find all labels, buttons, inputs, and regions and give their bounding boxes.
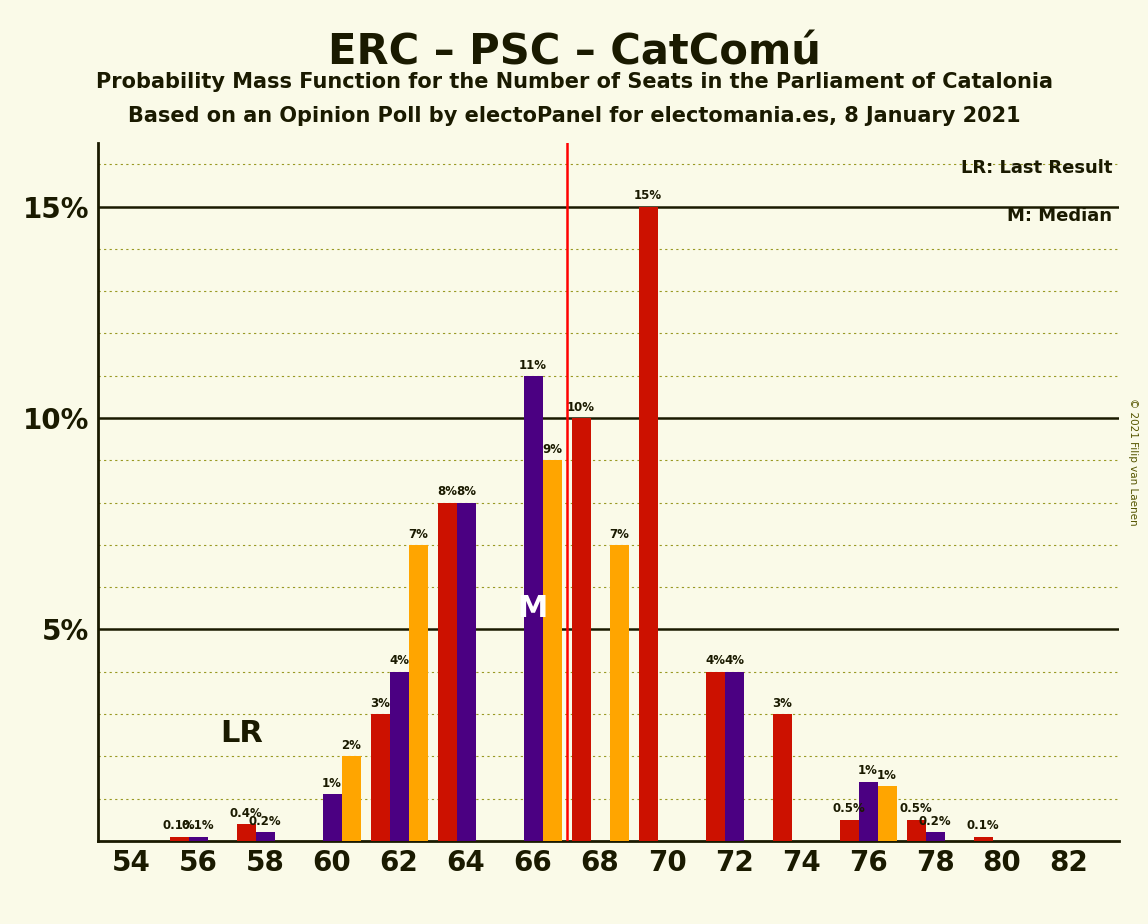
Text: M: Median: M: Median <box>1007 207 1112 225</box>
Text: 1%: 1% <box>858 764 878 777</box>
Text: LR: LR <box>220 719 263 748</box>
Text: 7%: 7% <box>610 528 629 541</box>
Text: 3%: 3% <box>370 697 390 710</box>
Text: 0.1%: 0.1% <box>181 820 215 833</box>
Text: 0.1%: 0.1% <box>967 820 1000 833</box>
Text: 0.1%: 0.1% <box>163 820 195 833</box>
Bar <box>523 376 543 841</box>
Bar <box>859 782 877 841</box>
Bar <box>323 795 342 841</box>
Text: 0.2%: 0.2% <box>918 815 952 828</box>
Bar <box>925 833 945 841</box>
Text: 0.5%: 0.5% <box>832 802 866 816</box>
Bar <box>572 418 590 841</box>
Bar <box>170 836 188 841</box>
Text: 4%: 4% <box>705 654 726 667</box>
Bar <box>907 820 925 841</box>
Bar <box>256 833 274 841</box>
Text: 4%: 4% <box>724 654 744 667</box>
Bar <box>342 756 360 841</box>
Text: LR: Last Result: LR: Last Result <box>961 159 1112 177</box>
Text: Probability Mass Function for the Number of Seats in the Parliament of Catalonia: Probability Mass Function for the Number… <box>95 72 1053 92</box>
Text: 15%: 15% <box>634 189 662 202</box>
Bar <box>543 460 561 841</box>
Bar <box>974 836 993 841</box>
Text: 0.4%: 0.4% <box>230 807 263 820</box>
Bar <box>371 714 389 841</box>
Text: 0.2%: 0.2% <box>249 815 281 828</box>
Bar <box>773 714 792 841</box>
Text: 0.5%: 0.5% <box>900 802 932 816</box>
Text: 9%: 9% <box>542 444 563 456</box>
Bar <box>638 207 658 841</box>
Bar <box>188 836 208 841</box>
Bar <box>877 786 897 841</box>
Bar <box>706 672 724 841</box>
Bar <box>389 672 409 841</box>
Bar <box>839 820 859 841</box>
Text: © 2021 Filip van Laenen: © 2021 Filip van Laenen <box>1128 398 1138 526</box>
Text: 8%: 8% <box>437 485 457 498</box>
Text: 4%: 4% <box>389 654 409 667</box>
Text: M: M <box>517 594 548 623</box>
Text: ERC – PSC – CatComú: ERC – PSC – CatComú <box>327 31 821 73</box>
Text: 11%: 11% <box>519 359 548 371</box>
Text: 2%: 2% <box>341 739 360 752</box>
Text: 3%: 3% <box>773 697 792 710</box>
Text: 1%: 1% <box>877 769 897 782</box>
Text: 10%: 10% <box>567 401 595 414</box>
Text: Based on an Opinion Poll by electoPanel for electomania.es, 8 January 2021: Based on an Opinion Poll by electoPanel … <box>127 106 1021 127</box>
Bar <box>610 545 629 841</box>
Bar <box>437 503 457 841</box>
Bar <box>724 672 744 841</box>
Text: 7%: 7% <box>409 528 428 541</box>
Text: 1%: 1% <box>323 777 342 790</box>
Bar <box>409 545 427 841</box>
Bar <box>457 503 475 841</box>
Bar <box>236 824 256 841</box>
Text: 8%: 8% <box>456 485 476 498</box>
